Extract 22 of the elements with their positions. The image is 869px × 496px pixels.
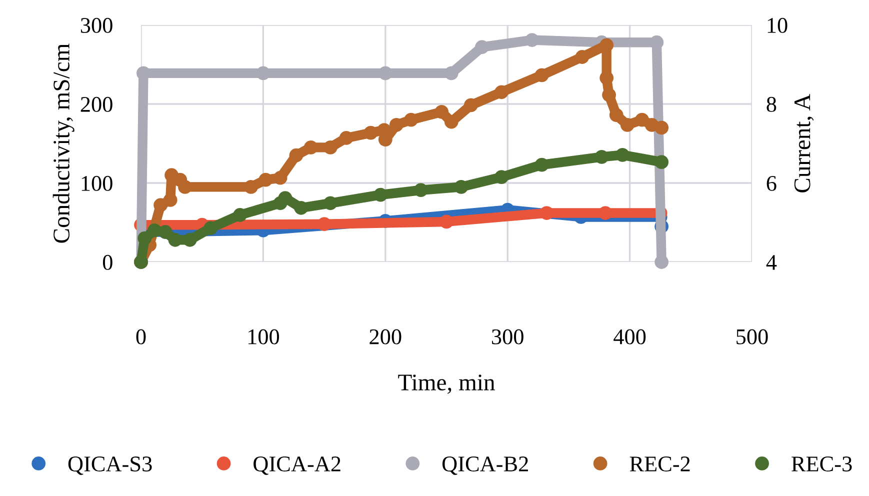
y-tick-label: 300	[80, 18, 112, 33]
legend-label: REC-3	[792, 456, 852, 472]
y-tick-label: 0	[102, 254, 112, 270]
y-tick-label: 200	[80, 96, 112, 112]
y-axis-title: Conductivity, mS/cm	[52, 44, 74, 243]
x-tick-label: 200	[370, 329, 402, 344]
y-tick-label: 100	[82, 176, 112, 191]
x-tick-label: 100	[248, 329, 280, 344]
legend-label: QICA-B2	[442, 456, 528, 475]
y2-tick-label: 6	[766, 176, 776, 191]
x-tick-label: 0	[136, 329, 146, 344]
y2-tick-label: 10	[768, 18, 788, 33]
y2-tick-label: 8	[766, 96, 776, 112]
x-tick-label: 500	[736, 329, 768, 344]
legend-label: QICA-A2	[254, 456, 340, 475]
legend-label: REC-2	[630, 456, 690, 472]
y2-tick-label: 4	[766, 255, 777, 270]
x-axis-title: Time, min	[398, 374, 495, 394]
x-tick-label: 300	[492, 329, 524, 344]
x-tick-label: 400	[614, 329, 646, 344]
y2-axis-title: Current, A	[794, 94, 814, 192]
legend-label: QICA-S3	[68, 456, 152, 475]
